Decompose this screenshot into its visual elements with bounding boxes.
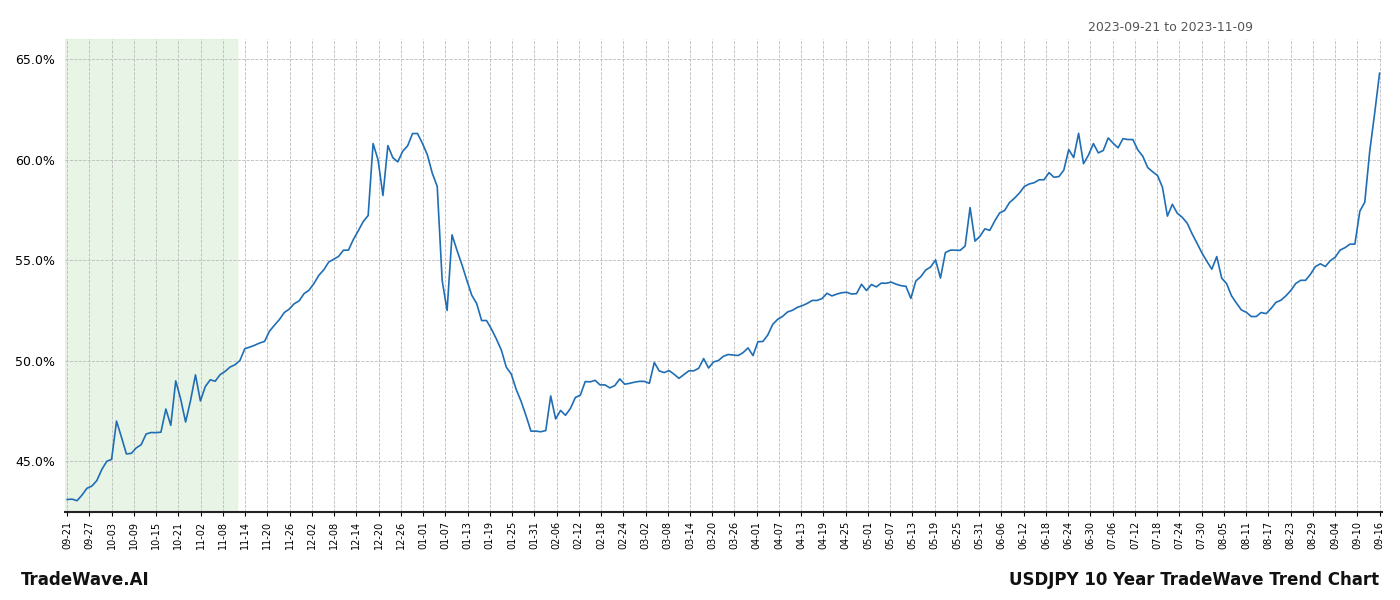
- Text: 2023-09-21 to 2023-11-09: 2023-09-21 to 2023-11-09: [1088, 21, 1253, 34]
- Bar: [64, 39, 238, 512]
- Text: TradeWave.AI: TradeWave.AI: [21, 571, 150, 589]
- Text: USDJPY 10 Year TradeWave Trend Chart: USDJPY 10 Year TradeWave Trend Chart: [1009, 571, 1379, 589]
